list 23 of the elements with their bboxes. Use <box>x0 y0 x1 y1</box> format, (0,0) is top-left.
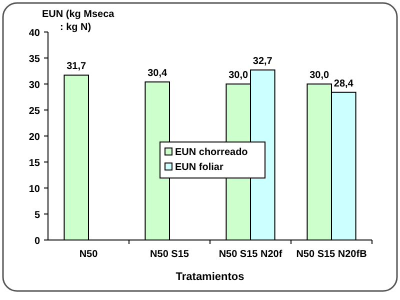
y-tick-label: 10 <box>28 184 40 195</box>
y-tick-label: 25 <box>28 106 40 117</box>
legend-label: EUN chorreado <box>175 147 248 158</box>
y-axis-title: EUN (kg Mseca : kg N) <box>42 9 115 33</box>
y-tick-label: 0 <box>34 236 40 247</box>
data-label: 30,4 <box>148 68 168 79</box>
x-axis-title: Tratamientos <box>176 271 244 283</box>
y-tick-label: 20 <box>28 132 40 143</box>
data-label: 28,4 <box>334 78 354 90</box>
legend-label: EUN foliar <box>175 162 224 173</box>
y-tick-label: 5 <box>34 210 40 221</box>
x-tick-label: N50 S15 N20f <box>218 249 283 260</box>
x-tick-label: N50 S15 <box>150 249 190 260</box>
x-tick-label: N50 <box>79 249 98 260</box>
data-label: 30,0 <box>228 70 249 81</box>
y-tick-label: 35 <box>28 54 40 65</box>
data-label: 31,7 <box>66 61 87 72</box>
y-tick-label: 15 <box>28 158 40 169</box>
y-tick-label: 30 <box>28 80 40 91</box>
y-tick-label: 40 <box>28 28 40 39</box>
x-tick-label: N50 S15 N20fB <box>296 249 367 260</box>
data-label: 30,0 <box>310 70 330 81</box>
data-label: 32,7 <box>252 56 273 67</box>
